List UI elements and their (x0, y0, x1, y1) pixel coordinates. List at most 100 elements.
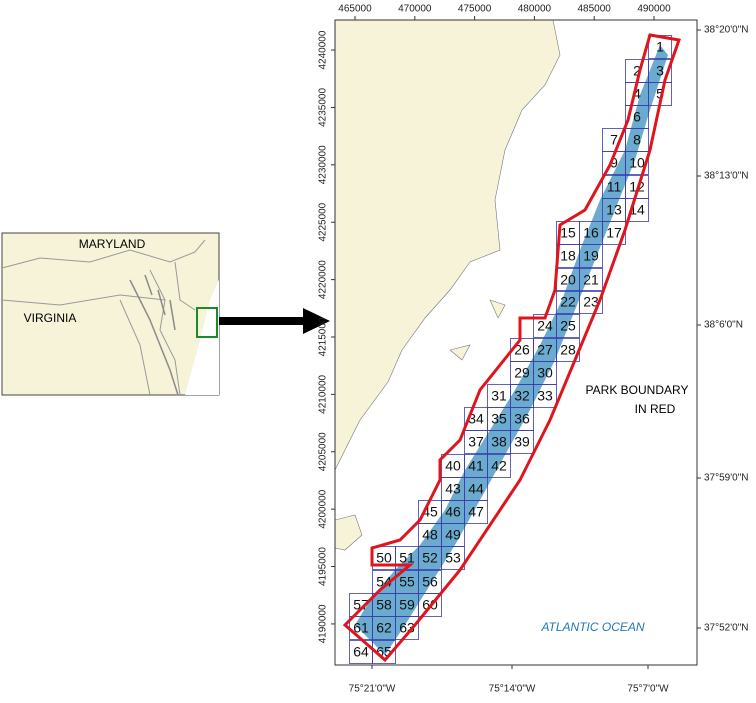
northing-label: 4205000 (318, 432, 329, 471)
inset-borders (1, 239, 206, 396)
mainland (334, 19, 561, 471)
northing-label: 4215000 (318, 317, 329, 356)
tile-number: 55 (399, 574, 415, 590)
tile-number: 4 (633, 86, 641, 102)
tile-number: 17 (606, 225, 622, 241)
northing-label: 4195000 (318, 547, 329, 586)
tile-number: 13 (606, 202, 622, 218)
tile-number: 51 (399, 550, 415, 566)
tile-number: 5 (656, 86, 664, 102)
tile (418, 593, 442, 617)
tile-number: 10 (629, 155, 645, 171)
tile (625, 151, 649, 175)
tile-number: 18 (560, 248, 576, 264)
tile-number: 1 (656, 39, 664, 55)
inset-bay (129, 274, 179, 396)
latitude-label: 37°52'0"N (704, 623, 749, 634)
tile-number: 53 (445, 550, 461, 566)
tile-number: 46 (445, 504, 461, 520)
tile-number: 36 (514, 411, 530, 427)
tile-number: 7 (610, 132, 618, 148)
tile (579, 268, 603, 292)
latitude-label: 38°13'0"N (704, 171, 749, 182)
tile-number: 54 (376, 574, 392, 590)
tile-number: 33 (537, 388, 553, 404)
tile-number: 28 (560, 342, 576, 358)
easting-label: 485000 (578, 4, 612, 15)
ocean-label: ATLANTIC OCEAN (540, 620, 644, 634)
northing-label: 4200000 (318, 489, 329, 528)
tile-number: 16 (583, 225, 599, 241)
note-line: IN RED (635, 402, 676, 416)
tile (556, 314, 580, 338)
tile-number: 26 (514, 342, 530, 358)
note-line: PARK BOUNDARY (586, 383, 689, 397)
tile-number: 6 (633, 109, 641, 125)
tile-number: 20 (560, 272, 576, 288)
tile-number: 64 (353, 644, 369, 660)
latitude-label: 37°59'0"N (704, 473, 749, 484)
tile-number: 52 (422, 550, 438, 566)
easting-label: 490000 (637, 4, 671, 15)
easting-label: 475000 (458, 4, 492, 15)
tile-number: 50 (376, 550, 392, 566)
islands (334, 299, 506, 551)
inset-locator (196, 307, 218, 338)
easting-label: 480000 (518, 4, 552, 15)
latitude-label: 38°6'0"N (704, 320, 743, 331)
tile-number: 40 (445, 458, 461, 474)
tile-number: 42 (491, 458, 507, 474)
tile-number: 34 (468, 411, 484, 427)
longitude-label: 75°14'0"W (489, 684, 536, 695)
tile-number: 56 (422, 574, 438, 590)
map-frame (334, 19, 698, 666)
tile (395, 616, 419, 640)
arrow-head (303, 308, 330, 334)
tile-number: 38 (491, 434, 507, 450)
park-boundary (342, 33, 682, 663)
tile-number: 47 (468, 504, 484, 520)
tile-number: 62 (376, 620, 392, 636)
tile-number: 30 (537, 365, 553, 381)
tile-number: 58 (376, 597, 392, 613)
tile (579, 244, 603, 268)
tile-number: 44 (468, 481, 484, 497)
easting-label: 470000 (398, 4, 432, 15)
tile-number: 61 (353, 620, 369, 636)
tile-number: 27 (537, 342, 553, 358)
tile-number: 43 (445, 481, 461, 497)
tile-number: 19 (583, 248, 599, 264)
northing-label: 4220000 (318, 260, 329, 299)
tile-number: 22 (560, 294, 576, 310)
inset-frame (1, 232, 220, 396)
tile-number: 8 (633, 132, 641, 148)
tile (579, 290, 603, 314)
tile-number: 3 (656, 63, 664, 79)
tile (464, 500, 488, 524)
northing-label: 4210000 (318, 374, 329, 413)
tile-number: 23 (583, 294, 599, 310)
tile-number: 32 (514, 388, 530, 404)
tile-number: 41 (468, 458, 484, 474)
tile (510, 430, 534, 454)
tile-number: 57 (353, 597, 369, 613)
tile (441, 546, 465, 570)
latitude-label: 38°20'0"N (704, 25, 749, 36)
tile-number: 2 (633, 63, 641, 79)
tile (625, 198, 649, 222)
tile-number: 15 (560, 225, 576, 241)
tile-number: 49 (445, 527, 461, 543)
tile-number: 48 (422, 527, 438, 543)
channel (355, 45, 668, 655)
inset-label: VIRGINIA (24, 311, 77, 325)
tile-number: 37 (468, 434, 484, 450)
tile-number: 21 (583, 272, 599, 288)
tile-number: 39 (514, 434, 530, 450)
inset-label: MARYLAND (79, 237, 146, 251)
tile-number: 29 (514, 365, 530, 381)
northing-label: 4225000 (318, 202, 329, 241)
longitude-label: 75°7'0"W (627, 684, 669, 695)
tile-number: 59 (399, 597, 415, 613)
